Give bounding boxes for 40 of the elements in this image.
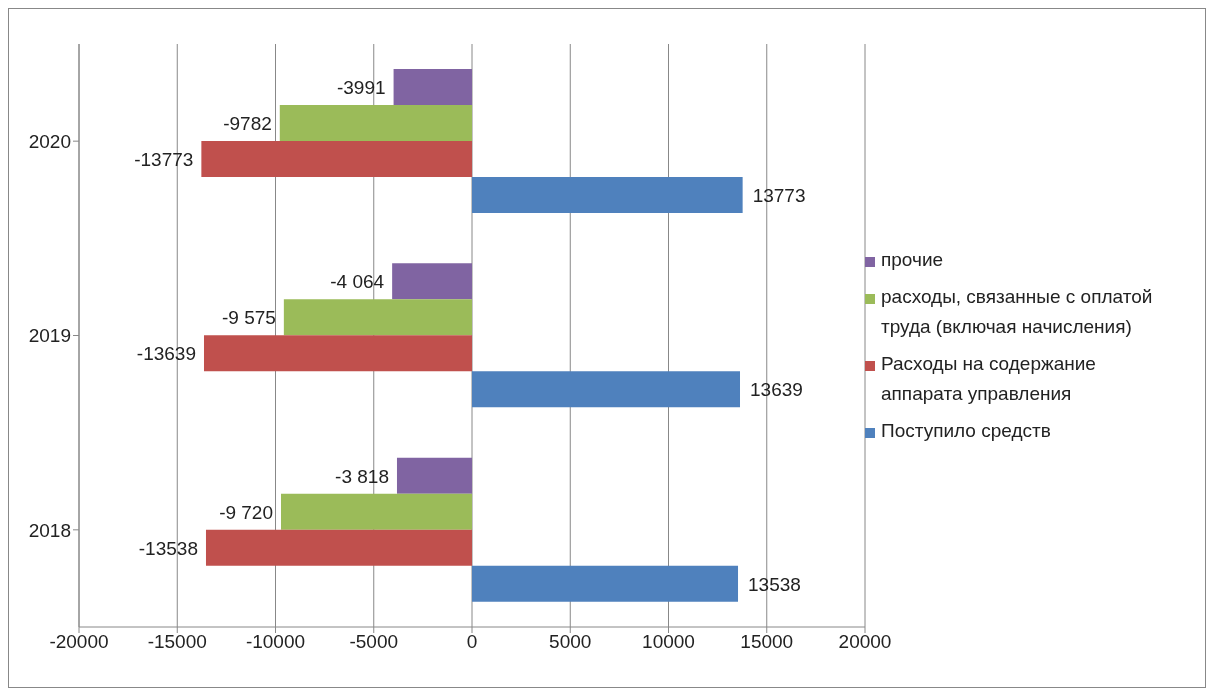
data-label: -3991 [336,77,386,98]
data-label: 13538 [748,573,801,595]
data-label: -13639 [136,343,196,365]
data-label: 13773 [752,185,806,206]
x-tick-label: 5000 [549,631,592,653]
bar [472,565,739,602]
x-tick-label: -10000 [245,631,306,653]
x-tick-label: 20000 [838,631,892,653]
bar [472,177,743,213]
bar [393,69,472,105]
legend-label: расходы, связанные с оплатой труда (включая начисления) [881,285,1154,339]
y-tick-label: 2020 [28,130,71,152]
bar [203,335,472,372]
x-tick-label: -15000 [147,631,207,653]
data-label: -9 575 [221,307,276,329]
data-label: -9 720 [219,501,273,523]
legend-label: Поступило средств [881,419,1051,443]
x-tick-label: 0 [466,631,478,653]
bar [392,263,472,300]
legend-label: Расходы на содержание аппарата управления [881,352,1097,406]
legend-label: прочие [881,248,944,272]
data-label: 13639 [750,379,803,401]
x-tick-label: -20000 [49,631,109,653]
bar [281,493,472,530]
bar [472,371,741,408]
bar [205,529,472,566]
data-label: -13773 [134,149,194,170]
x-tick-label: 15000 [740,631,794,653]
bar [396,457,472,494]
data-label: -9782 [223,113,272,134]
data-label: -4 064 [330,271,385,293]
x-tick-label: 10000 [642,631,695,653]
x-tick-label: -5000 [349,631,399,653]
y-tick-label: 2018 [28,519,71,541]
bar [279,105,472,141]
data-label: -3 818 [335,465,389,487]
y-tick-label: 2019 [28,325,71,347]
bar [201,141,472,177]
data-label: -13538 [138,537,198,559]
bar [283,299,472,336]
